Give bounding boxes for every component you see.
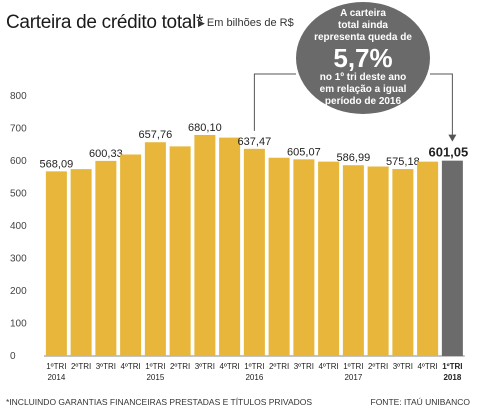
x-tick-label: 3ºTRI	[393, 362, 413, 371]
arrow-down-icon	[448, 134, 457, 142]
data-label: 657,76	[139, 129, 173, 141]
callout-line: total ainda	[337, 20, 388, 31]
y-tick-label: 400	[10, 221, 27, 232]
y-tick-label: 700	[10, 124, 27, 135]
year-label: 2018	[443, 373, 461, 382]
year-label: 2017	[344, 373, 362, 382]
callout-highlight: 5,7%	[333, 43, 393, 73]
data-label: 601,05	[428, 145, 468, 160]
x-tick-label: 3ºTRI	[294, 362, 314, 371]
data-label: 586,99	[337, 152, 371, 164]
data-label: 637,47	[238, 136, 272, 148]
x-tick-label: 4ºTRI	[219, 362, 239, 371]
bar	[194, 134, 216, 356]
y-tick-label: 100	[10, 319, 27, 330]
callout-line: período de 2016	[324, 96, 402, 107]
x-tick-label: 4ºTRI	[417, 362, 437, 371]
bar	[169, 146, 191, 356]
data-label: 600,33	[89, 148, 123, 160]
x-tick-label: 2ºTRI	[368, 362, 388, 371]
bar	[293, 159, 315, 356]
callout-line: representa queda de	[314, 32, 412, 43]
bar	[441, 160, 463, 356]
x-tick-label: 3ºTRI	[195, 362, 215, 371]
source-note: FONTE: ITAÚ UNIBANCO	[370, 397, 471, 407]
chart-subtitle: ▶ Em bilhões de R$	[198, 17, 294, 29]
bar	[45, 171, 67, 356]
data-label: 605,07	[287, 146, 321, 158]
x-tick-label: 1ºTRI	[442, 362, 462, 371]
data-label: 575,18	[386, 156, 420, 168]
callout-line: em relação a igual	[319, 84, 407, 95]
x-tick-label: 2ºTRI	[170, 362, 190, 371]
y-tick-label: 500	[10, 189, 27, 200]
connector-line	[253, 73, 296, 131]
bar	[219, 137, 241, 356]
x-tick-label: 4ºTRI	[318, 362, 338, 371]
y-tick-label: 800	[10, 91, 27, 102]
y-tick-label: 600	[10, 156, 27, 167]
callout-bubble: A carteira total ainda representa queda …	[296, 2, 430, 114]
year-label: 2016	[245, 373, 263, 382]
y-tick-label: 300	[10, 254, 27, 265]
subtitle-text: Em bilhões de R$	[206, 17, 294, 29]
y-tick-label: 200	[10, 286, 27, 297]
x-tick-label: 2ºTRI	[269, 362, 289, 371]
y-tick-label: 0	[10, 351, 16, 362]
callout-line: A carteira	[340, 8, 386, 19]
callout-line: no 1º tri deste ano	[319, 72, 407, 83]
x-tick-label: 3ºTRI	[96, 362, 116, 371]
triangle-right-icon: ▶	[198, 18, 205, 28]
bar	[367, 166, 389, 356]
chart-title: Carteira de crédito total*	[6, 12, 204, 33]
x-tick-label: 1ºTRI	[244, 362, 264, 371]
bar	[342, 165, 364, 356]
data-label: 568,09	[40, 158, 74, 170]
year-label: 2014	[47, 373, 65, 382]
year-label: 2015	[146, 373, 164, 382]
x-tick-label: 1ºTRI	[46, 362, 66, 371]
connector-line	[430, 73, 453, 137]
bar	[70, 169, 92, 356]
x-tick-label: 2ºTRI	[71, 362, 91, 371]
bar	[120, 154, 142, 356]
bar	[392, 169, 414, 356]
footnote: *INCLUINDO GARANTIAS FINANCEIRAS PRESTAD…	[6, 397, 313, 407]
data-label: 680,10	[188, 122, 222, 134]
bar	[95, 160, 117, 356]
bar	[318, 161, 340, 356]
x-tick-label: 1ºTRI	[343, 362, 363, 371]
bar	[243, 148, 265, 356]
x-tick-label: 4ºTRI	[120, 362, 140, 371]
bar	[144, 142, 166, 356]
bar	[417, 161, 439, 356]
x-tick-label: 1ºTRI	[145, 362, 165, 371]
bar	[268, 157, 290, 356]
